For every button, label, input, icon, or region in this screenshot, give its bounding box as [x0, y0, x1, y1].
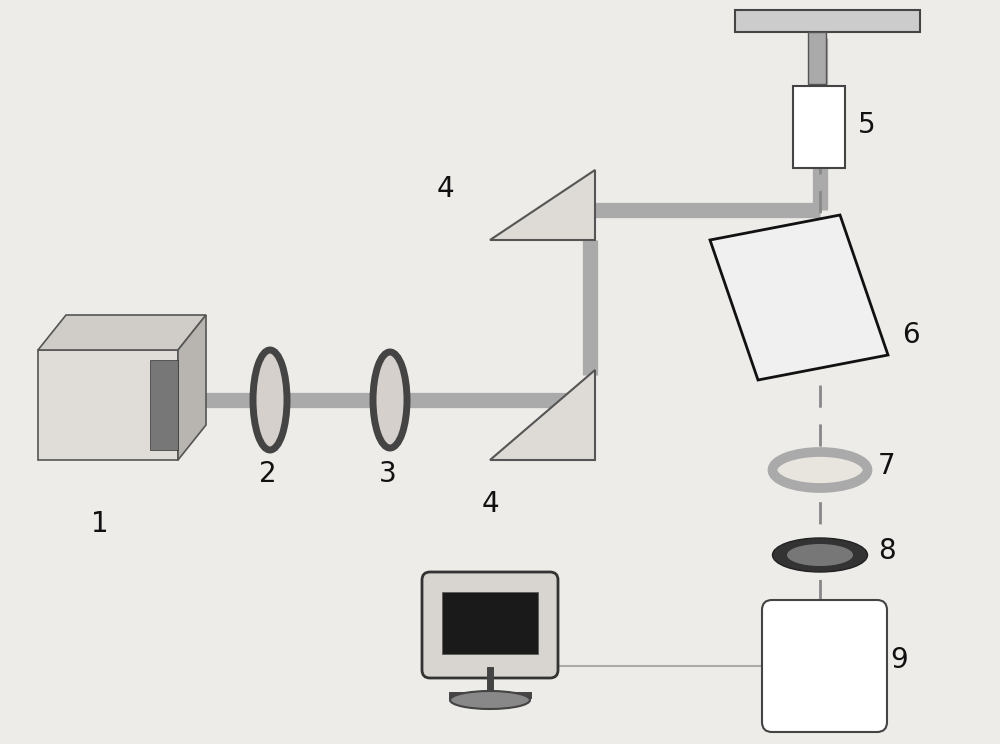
- Polygon shape: [490, 370, 595, 460]
- Ellipse shape: [772, 538, 868, 572]
- FancyBboxPatch shape: [422, 572, 558, 678]
- Polygon shape: [150, 360, 178, 450]
- Text: 6: 6: [902, 321, 920, 349]
- Bar: [793, 86, 845, 168]
- Text: 10: 10: [433, 575, 469, 603]
- Ellipse shape: [450, 691, 530, 709]
- Bar: [38, 350, 178, 460]
- Text: 4: 4: [436, 175, 454, 203]
- Ellipse shape: [253, 350, 287, 450]
- Text: 3: 3: [379, 460, 397, 488]
- Bar: [442, 592, 538, 654]
- Text: 9: 9: [890, 646, 908, 674]
- Polygon shape: [178, 315, 206, 460]
- Polygon shape: [490, 170, 595, 240]
- Ellipse shape: [772, 452, 868, 488]
- Text: 4: 4: [481, 490, 499, 518]
- Bar: [735, 10, 920, 32]
- Bar: [808, 32, 826, 84]
- Polygon shape: [38, 315, 206, 350]
- FancyBboxPatch shape: [762, 600, 887, 732]
- Text: 5: 5: [858, 111, 876, 139]
- Text: 2: 2: [259, 460, 277, 488]
- Text: 1: 1: [91, 510, 109, 538]
- Polygon shape: [710, 215, 888, 380]
- Text: 7: 7: [878, 452, 896, 480]
- Text: 8: 8: [878, 537, 896, 565]
- Ellipse shape: [373, 352, 407, 448]
- Ellipse shape: [787, 544, 853, 566]
